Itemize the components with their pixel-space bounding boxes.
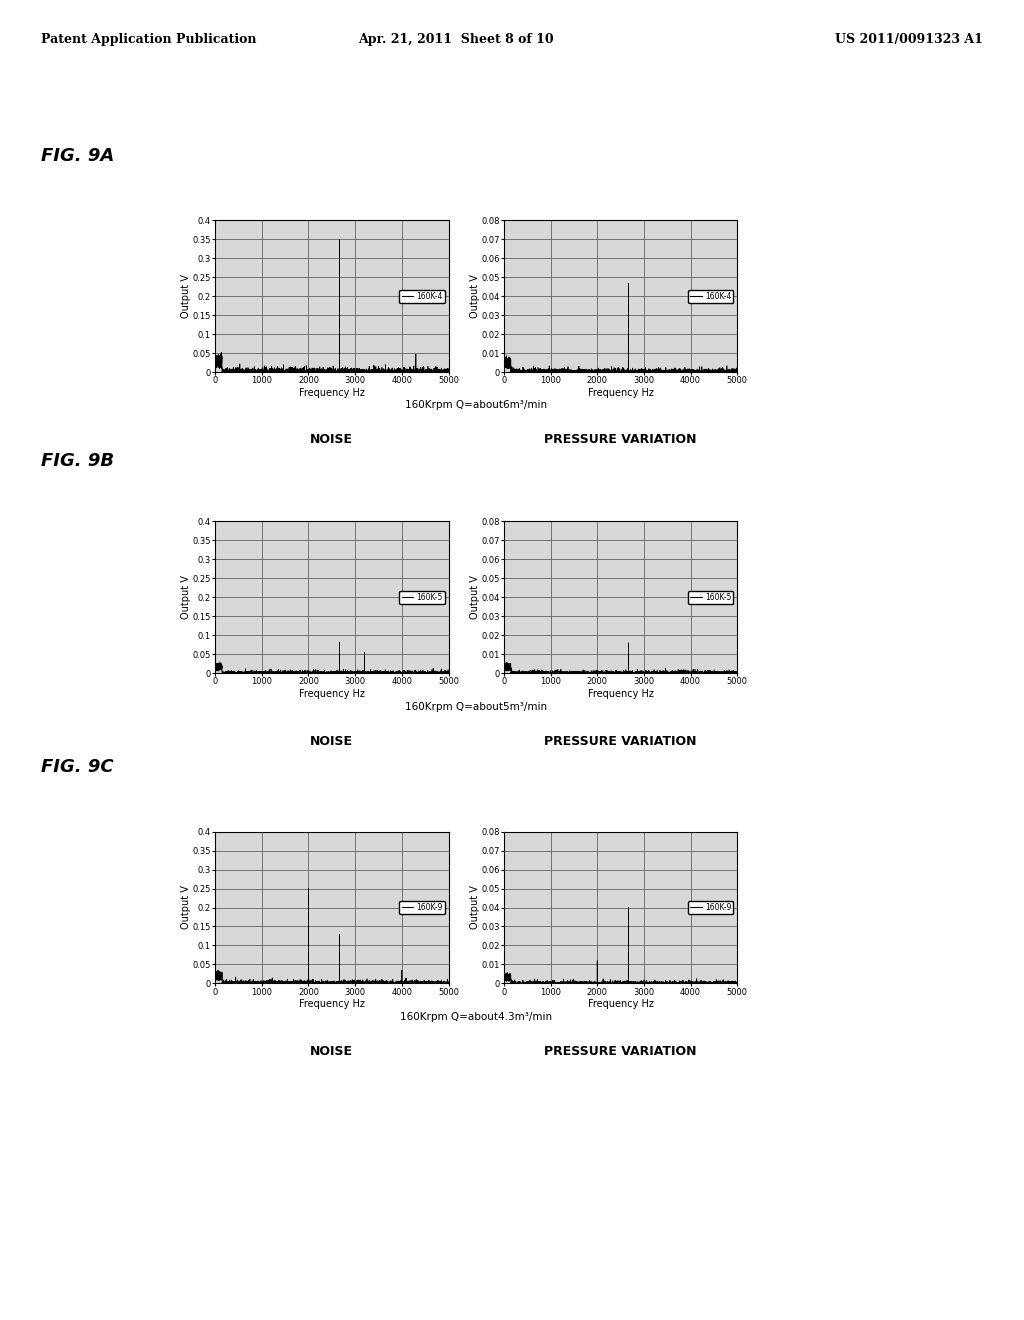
Legend: 160K-5: 160K-5 [399, 590, 444, 605]
Legend: 160K-4: 160K-4 [399, 289, 444, 304]
Text: Apr. 21, 2011  Sheet 8 of 10: Apr. 21, 2011 Sheet 8 of 10 [357, 33, 553, 46]
Legend: 160K-5: 160K-5 [688, 590, 733, 605]
Text: Patent Application Publication: Patent Application Publication [41, 33, 256, 46]
Y-axis label: Output V: Output V [470, 576, 480, 619]
Y-axis label: Output V: Output V [470, 275, 480, 318]
Text: 160Krpm Q=about4.3m³/min: 160Krpm Q=about4.3m³/min [400, 1012, 552, 1023]
Text: FIG. 9B: FIG. 9B [41, 451, 114, 470]
Legend: 160K-9: 160K-9 [399, 900, 444, 915]
Text: 160Krpm Q=about5m³/min: 160Krpm Q=about5m³/min [406, 702, 547, 713]
Y-axis label: Output V: Output V [181, 576, 191, 619]
Text: NOISE: NOISE [310, 735, 353, 748]
X-axis label: Frequency Hz: Frequency Hz [299, 689, 365, 700]
X-axis label: Frequency Hz: Frequency Hz [299, 388, 365, 399]
X-axis label: Frequency Hz: Frequency Hz [588, 689, 653, 700]
Text: NOISE: NOISE [310, 1045, 353, 1059]
Text: PRESSURE VARIATION: PRESSURE VARIATION [545, 735, 696, 748]
Y-axis label: Output V: Output V [470, 886, 480, 929]
Text: PRESSURE VARIATION: PRESSURE VARIATION [545, 433, 696, 446]
Text: FIG. 9A: FIG. 9A [41, 147, 115, 165]
Legend: 160K-9: 160K-9 [688, 900, 733, 915]
X-axis label: Frequency Hz: Frequency Hz [588, 999, 653, 1010]
Text: FIG. 9C: FIG. 9C [41, 758, 114, 776]
Text: 160Krpm Q=about6m³/min: 160Krpm Q=about6m³/min [406, 400, 547, 411]
X-axis label: Frequency Hz: Frequency Hz [588, 388, 653, 399]
Text: NOISE: NOISE [310, 433, 353, 446]
Text: PRESSURE VARIATION: PRESSURE VARIATION [545, 1045, 696, 1059]
Y-axis label: Output V: Output V [181, 275, 191, 318]
Y-axis label: Output V: Output V [181, 886, 191, 929]
Legend: 160K-4: 160K-4 [688, 289, 733, 304]
X-axis label: Frequency Hz: Frequency Hz [299, 999, 365, 1010]
Text: US 2011/0091323 A1: US 2011/0091323 A1 [836, 33, 983, 46]
